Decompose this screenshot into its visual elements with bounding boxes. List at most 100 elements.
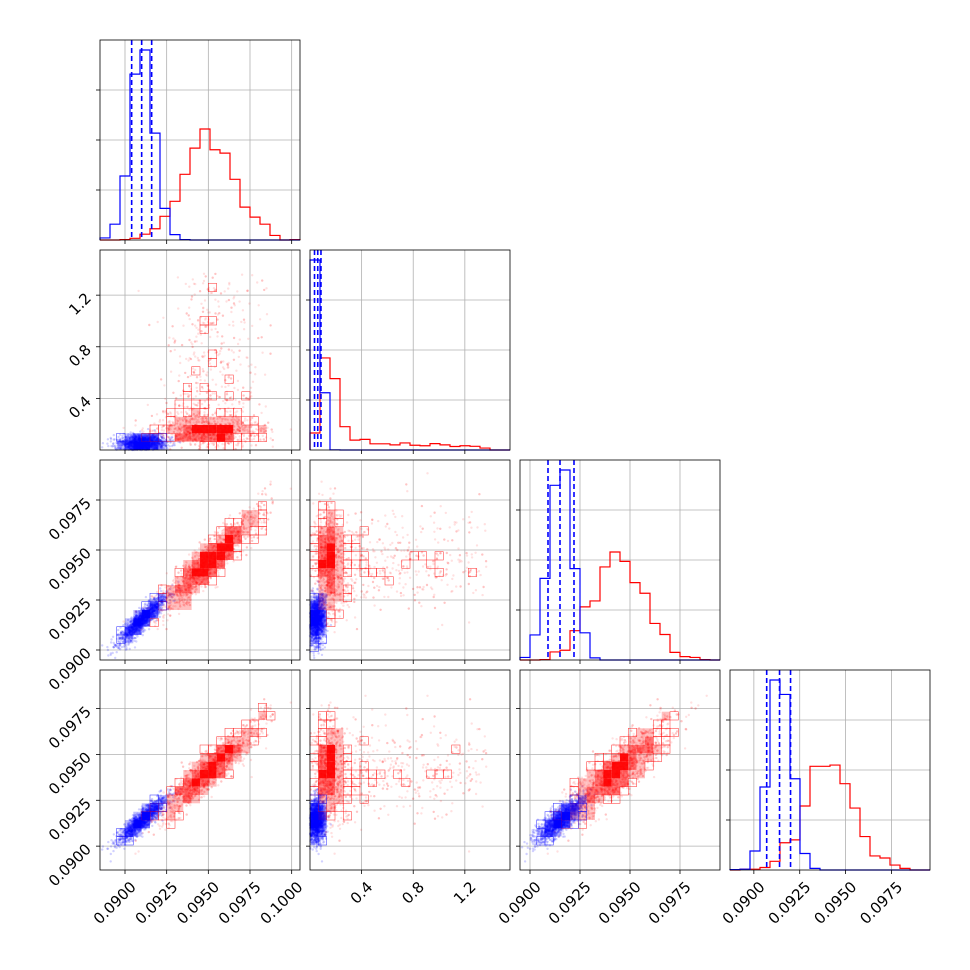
scatter-point	[223, 423, 227, 426]
scatter-point	[178, 374, 181, 377]
scatter-point	[263, 288, 266, 292]
scatter-point	[190, 417, 193, 420]
scatter-point	[175, 397, 178, 400]
scatter-point	[269, 511, 272, 514]
scatter-point	[232, 302, 236, 305]
scatter-point	[231, 320, 235, 323]
scatter-point	[134, 419, 137, 422]
scatter-point	[173, 441, 176, 445]
scatter-point	[191, 278, 194, 281]
scatter-point	[217, 403, 220, 406]
scatter-point	[236, 556, 239, 559]
histogram-blue-3	[729, 679, 930, 871]
density-cell	[150, 441, 159, 450]
scatter-point	[173, 348, 176, 352]
scatter-point	[161, 410, 165, 413]
scatter-point	[217, 305, 221, 308]
scatter-point	[241, 410, 245, 413]
scatter-point	[214, 383, 218, 386]
scatter-point	[212, 287, 216, 290]
scatter-point	[205, 391, 209, 394]
scatter-point	[251, 539, 254, 543]
scatter-point	[186, 375, 190, 379]
scatter-point	[242, 394, 245, 397]
scatter-point	[189, 422, 192, 425]
scatter-point	[106, 648, 110, 652]
scatter-point	[187, 395, 190, 398]
scatter-point	[134, 424, 137, 427]
scatter-point	[247, 365, 250, 368]
contour-cell	[183, 382, 192, 392]
scatter-point	[188, 285, 191, 288]
scatter-point	[245, 396, 248, 400]
scatter-point	[150, 414, 154, 418]
scatter-point	[203, 379, 207, 382]
scatter-point	[230, 418, 233, 422]
scatter-point	[200, 342, 203, 345]
scatter-point	[251, 416, 254, 420]
scatter-point	[211, 378, 214, 381]
scatter-point	[229, 377, 233, 380]
scatter-point	[203, 538, 207, 541]
scatter-point	[252, 437, 256, 441]
scatter-point	[227, 441, 230, 445]
scatter-point	[257, 336, 260, 340]
scatter-point	[218, 396, 221, 399]
scatter-point	[177, 427, 180, 430]
scatter-point	[190, 298, 193, 301]
scatter-point	[153, 430, 157, 433]
scatter-point	[216, 313, 220, 316]
scatter-point	[188, 338, 191, 342]
scatter-point	[187, 314, 190, 317]
scatter-point	[236, 521, 239, 524]
scatter-point	[270, 497, 273, 500]
scatter-point	[220, 342, 223, 345]
scatter-point	[180, 446, 183, 449]
scatter-point	[185, 418, 188, 421]
scatter-point	[259, 438, 262, 441]
scatter-point	[169, 370, 173, 373]
scatter-point	[137, 289, 140, 293]
scatter-point	[189, 374, 192, 378]
scatter-point	[245, 437, 249, 440]
scatter-point	[153, 422, 156, 425]
scatter-point	[179, 361, 182, 365]
scatter-point	[210, 442, 213, 445]
scatter-point	[200, 585, 203, 588]
scatter-point	[226, 362, 229, 366]
scatter-point	[179, 427, 182, 430]
scatter-point	[221, 314, 225, 317]
scatter-point	[242, 386, 245, 389]
scatter-point	[250, 433, 253, 436]
scatter-point	[201, 419, 204, 422]
scatter-point	[271, 438, 274, 442]
scatter-point	[204, 275, 207, 278]
scatter-point	[160, 435, 164, 439]
scatter-point	[207, 397, 210, 400]
scatter-point	[194, 355, 197, 358]
scatter-point	[236, 388, 240, 392]
scatter-point	[206, 371, 209, 374]
scatter-point	[180, 446, 183, 449]
scatter-point	[112, 444, 115, 447]
scatter-point	[247, 397, 250, 401]
scatter-point	[191, 323, 194, 326]
scatter-point	[207, 289, 210, 292]
scatter-point	[226, 364, 230, 367]
scatter-point	[239, 363, 242, 366]
scatter-point	[227, 406, 230, 410]
scatter-point	[246, 356, 249, 359]
scatter-point	[269, 352, 272, 355]
scatter-point	[179, 569, 183, 572]
scatter-point	[196, 390, 199, 393]
scatter-point	[236, 420, 239, 424]
scatter-point	[253, 434, 256, 438]
scatter-point	[240, 442, 244, 445]
scatter-point	[238, 512, 241, 515]
scatter-point	[223, 290, 226, 293]
scatter-point	[161, 410, 165, 413]
scatter-point	[249, 371, 252, 374]
scatter-point	[189, 443, 192, 446]
scatter-point	[241, 421, 244, 424]
scatter-point	[210, 291, 214, 295]
